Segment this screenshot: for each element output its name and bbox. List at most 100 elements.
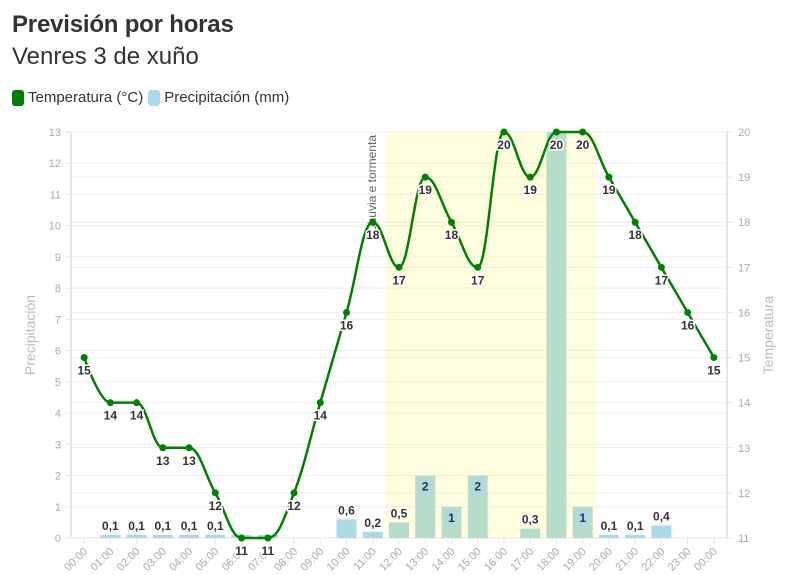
temperature-marker[interactable] xyxy=(500,128,508,136)
legend-item-precipitation[interactable]: Precipitación (mm) xyxy=(148,89,289,106)
temperature-marker[interactable] xyxy=(343,308,351,316)
precipitation-label-bg xyxy=(576,509,589,526)
precipitation-value-label: 1 xyxy=(448,511,455,525)
temperature-value-label: 16 xyxy=(681,318,695,332)
temperature-value-label: 14 xyxy=(314,409,328,423)
y-left-tick-label: 13 xyxy=(49,127,61,139)
x-tick-label: 20:00 xyxy=(587,546,615,574)
precipitation-bar[interactable] xyxy=(152,534,173,538)
y-left-tick-label: 9 xyxy=(55,252,61,264)
x-tick-label: 00:00 xyxy=(692,546,720,574)
y-right-tick-label: 20 xyxy=(738,127,750,139)
precipitation-bar[interactable] xyxy=(205,534,226,538)
precipitation-label-bg xyxy=(445,509,458,526)
temperature-marker[interactable] xyxy=(474,263,482,271)
y-right-tick-label: 18 xyxy=(738,217,750,229)
temperature-marker[interactable] xyxy=(185,444,193,452)
temperature-value-label: 15 xyxy=(707,364,721,378)
x-tick-label: 21:00 xyxy=(613,546,641,574)
temperature-value-label: 15 xyxy=(77,364,91,378)
temperature-value-label: 19 xyxy=(524,183,538,197)
temperature-marker[interactable] xyxy=(369,218,377,226)
temperature-value-label: 20 xyxy=(576,138,590,152)
temperature-marker[interactable] xyxy=(290,489,298,497)
precipitation-bar[interactable] xyxy=(651,525,672,538)
temperature-marker[interactable] xyxy=(211,489,219,497)
temperature-marker[interactable] xyxy=(631,218,639,226)
y-left-tick-label: 4 xyxy=(55,408,61,420)
temperature-marker[interactable] xyxy=(684,308,692,316)
temperature-value-label: 11 xyxy=(235,544,248,558)
precipitation-value-label: 0,3 xyxy=(522,513,539,527)
y-right-tick-label: 13 xyxy=(738,443,750,455)
temperature-value-label: 14 xyxy=(104,409,118,423)
precipitation-bar[interactable] xyxy=(598,534,619,538)
temperature-marker[interactable] xyxy=(316,399,324,407)
temperature-marker[interactable] xyxy=(395,263,403,271)
green-square-icon xyxy=(12,89,24,106)
temperature-value-label: 12 xyxy=(287,499,301,513)
precipitation-bar[interactable] xyxy=(336,519,357,538)
temperature-marker[interactable] xyxy=(264,534,272,542)
temperature-value-label: 17 xyxy=(655,273,669,287)
temperature-marker[interactable] xyxy=(80,354,88,362)
precipitation-bar[interactable] xyxy=(625,534,646,538)
temperature-value-label: 13 xyxy=(182,454,196,468)
x-tick-label: 19:00 xyxy=(561,546,589,574)
temperature-value-label: 20 xyxy=(497,138,511,152)
precipitation-bar[interactable] xyxy=(362,531,383,538)
precipitation-value-label: 0,5 xyxy=(391,506,408,520)
precipitation-bar[interactable] xyxy=(100,534,121,538)
precipitation-bar[interactable] xyxy=(389,522,409,538)
y-right-axis-title: Temperatura xyxy=(760,295,776,374)
plot-band-label: Chuvia e tormenta xyxy=(365,135,379,233)
temperature-marker[interactable] xyxy=(552,128,560,136)
x-tick-label: 05:00 xyxy=(193,546,221,574)
temperature-marker[interactable] xyxy=(579,128,587,136)
precipitation-value-label: 0,1 xyxy=(102,519,119,533)
precipitation-value-label: 0,1 xyxy=(627,519,644,533)
x-tick-label: 04:00 xyxy=(167,546,195,574)
x-tick-label: 01:00 xyxy=(89,546,117,574)
temperature-marker[interactable] xyxy=(447,218,455,226)
y-right-tick-label: 11 xyxy=(738,533,749,545)
legend-item-temperature[interactable]: Temperatura (°C) xyxy=(12,89,143,106)
temperature-marker[interactable] xyxy=(159,444,167,452)
precipitation-bar[interactable] xyxy=(179,534,200,538)
temperature-value-label: 12 xyxy=(209,499,223,513)
x-tick-label: 18:00 xyxy=(535,546,563,574)
y-right-tick-label: 12 xyxy=(738,488,750,500)
temperature-marker[interactable] xyxy=(526,173,534,181)
precipitation-bar[interactable] xyxy=(126,534,147,538)
precipitation-value-label: 1 xyxy=(579,511,586,525)
temperature-value-label: 17 xyxy=(392,273,406,287)
y-left-tick-label: 10 xyxy=(49,221,61,233)
y-right-tick-label: 14 xyxy=(738,398,750,410)
chart-legend: Temperatura (°C) Precipitación (mm) xyxy=(12,89,294,106)
temperature-marker[interactable] xyxy=(133,399,141,407)
temperature-marker[interactable] xyxy=(238,534,246,542)
y-left-tick-label: 5 xyxy=(55,377,61,389)
y-left-tick-label: 8 xyxy=(55,283,61,295)
temperature-marker[interactable] xyxy=(106,399,114,407)
temperature-marker[interactable] xyxy=(657,263,665,271)
temperature-value-label: 18 xyxy=(445,228,459,242)
legend-label-precipitation: Precipitación (mm) xyxy=(164,89,290,106)
y-left-tick-label: 6 xyxy=(55,346,61,358)
precipitation-value-label: 2 xyxy=(474,480,481,494)
temperature-marker[interactable] xyxy=(710,354,718,362)
y-right-tick-label: 16 xyxy=(738,307,750,319)
precipitation-bar[interactable] xyxy=(520,528,541,538)
precipitation-value-label: 0,4 xyxy=(653,510,670,524)
temperature-marker[interactable] xyxy=(421,173,429,181)
temperature-value-label: 19 xyxy=(602,183,616,197)
x-tick-label: 16:00 xyxy=(482,546,510,574)
precipitation-bar[interactable] xyxy=(546,132,567,538)
x-tick-label: 10:00 xyxy=(325,546,353,574)
y-left-tick-label: 1 xyxy=(55,502,61,514)
precipitation-label-bg xyxy=(419,478,432,495)
temperature-value-label: 13 xyxy=(156,454,170,468)
temperature-value-label: 14 xyxy=(130,409,144,423)
temperature-marker[interactable] xyxy=(605,173,613,181)
temperature-value-label: 11 xyxy=(261,544,274,558)
